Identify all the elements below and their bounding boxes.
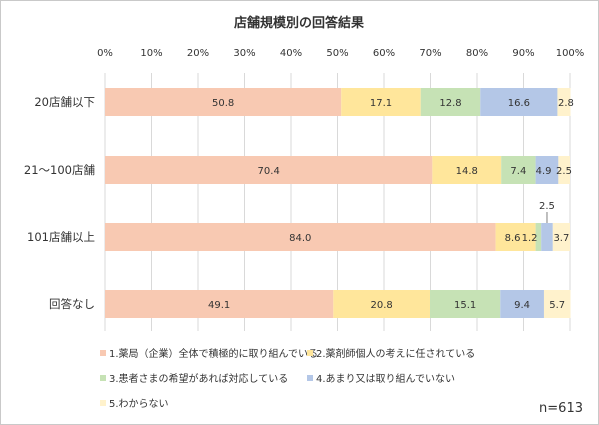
data-label: 15.1 (454, 300, 476, 311)
bar-segment (557, 88, 571, 116)
bar-segment (501, 156, 536, 184)
bar-segment (420, 88, 481, 116)
data-label: 8.6 (505, 233, 521, 244)
data-label: 5.7 (549, 300, 565, 311)
bar-segment (105, 88, 342, 116)
category-label: 20店舗以下 (34, 95, 95, 109)
bar-segment (105, 223, 496, 251)
bar-segment (105, 156, 433, 184)
data-label: 9.4 (514, 300, 530, 311)
bar-segment (430, 290, 501, 318)
data-label: 4.9 (536, 166, 552, 177)
x-tick-label: 30% (233, 48, 255, 59)
legend-swatch (100, 375, 106, 381)
bar-segment (333, 290, 431, 318)
category-label: 21～100店舗 (24, 163, 95, 177)
data-label: 50.8 (212, 98, 234, 109)
x-tick-label: 10% (140, 48, 162, 59)
data-label: 14.8 (456, 166, 478, 177)
category-label: 回答なし (49, 297, 95, 311)
x-tick-label: 40% (280, 48, 302, 59)
x-tick-label: 70% (419, 48, 441, 59)
legend-swatch (100, 400, 106, 406)
legend-label: 4.あまり又は取り組んでいない (316, 372, 455, 385)
bar-segment (341, 88, 421, 116)
bar-segment (543, 290, 571, 318)
bar-segment (495, 223, 536, 251)
legend-swatch (100, 350, 106, 356)
bar-segment (541, 223, 553, 251)
data-label: 16.6 (508, 98, 530, 109)
data-label: 1.2 (522, 233, 538, 244)
bar-segment (558, 156, 570, 184)
legend-label: 2.薬剤師個人の考えに任されている (316, 347, 475, 360)
category-label: 101店舗以上 (27, 230, 95, 244)
bar-segment (105, 290, 334, 318)
data-label: 2.5 (556, 166, 572, 177)
data-label: 7.4 (510, 166, 526, 177)
data-label: 84.0 (289, 233, 311, 244)
bar-segment (535, 223, 542, 251)
data-label: 2.5 (539, 201, 555, 212)
legend-label: 1.薬局（企業）全体で積極的に取り組んでいる (109, 347, 318, 360)
x-tick-label: 20% (187, 48, 209, 59)
data-label: 3.7 (553, 233, 569, 244)
legend-label: 3.患者さまの希望があれば対応している (109, 372, 288, 385)
data-label: 49.1 (208, 300, 230, 311)
chart-title: 店舗規模別の回答結果 (234, 15, 364, 31)
legend-swatch (307, 350, 313, 356)
x-tick-label: 0% (97, 48, 113, 59)
data-label: 20.8 (371, 300, 393, 311)
legend-swatch (307, 375, 313, 381)
data-label: 2.8 (558, 98, 574, 109)
data-label: 70.4 (258, 166, 280, 177)
data-label: 12.8 (439, 98, 461, 109)
x-tick-label: 90% (512, 48, 534, 59)
bar-segment (500, 290, 544, 318)
bar-segment (480, 88, 558, 116)
x-tick-label: 60% (373, 48, 395, 59)
x-tick-label: 50% (326, 48, 348, 59)
x-axis-ticks: 0% 10% 20% 30% 40% 50% 60% 70% 80% 90% 100% (97, 48, 584, 59)
legend-label: 5.わからない (109, 398, 169, 410)
x-tick-label: 100% (556, 48, 585, 59)
sample-size-note: n=613 (539, 401, 583, 416)
x-tick-label: 80% (466, 48, 488, 59)
bars: 50.8 17.1 12.8 16.6 2.8 70.4 14.8 7.4 4.9 2.5 84.0… (105, 88, 574, 318)
bar-segment (535, 156, 559, 184)
data-label: 17.1 (370, 98, 392, 109)
bar-segment (432, 156, 502, 184)
bar-segment (552, 223, 570, 251)
